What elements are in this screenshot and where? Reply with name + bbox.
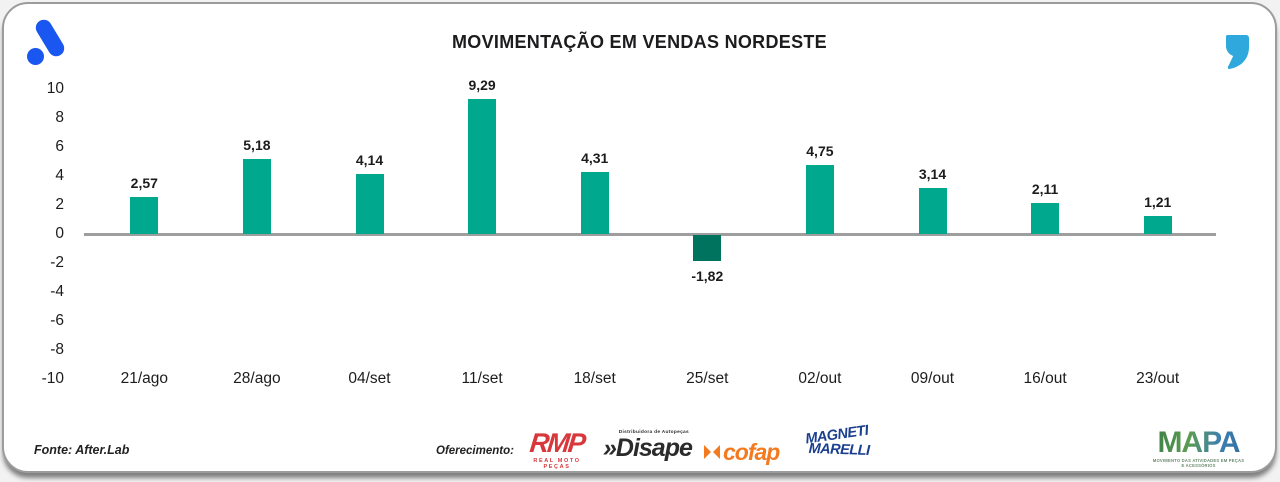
rmp-logo-subtitle: REAL MOTO PEÇAS [533, 458, 581, 470]
cofap-logo: cofap [704, 439, 780, 465]
disape-logo-text: »Disape [603, 434, 693, 462]
disape-logo: Distribuidora de Autopeças »Disape [603, 430, 693, 462]
y-tick-label: 8 [55, 109, 64, 126]
x-tick-label: 21/ago [120, 370, 168, 387]
bar-value-label: 9,29 [468, 77, 496, 94]
chart-title: MOVIMENTAÇÃO EM VENDAS NORDESTE [452, 32, 827, 52]
y-tick-label: 2 [55, 196, 64, 213]
bar [1031, 203, 1060, 234]
disape-logo-subtitle: Distribuidora de Autopeças [618, 430, 689, 435]
x-tick-label: 11/set [461, 370, 503, 387]
bar [693, 235, 722, 262]
cofap-logo-text: cofap [723, 439, 780, 465]
bar-value-label: 2,57 [130, 174, 158, 191]
bar-value-label: -1,82 [691, 268, 724, 285]
x-tick-label: 02/out [798, 370, 842, 387]
mapa-logo: MAPA MOVIMENTO DAS ATIVIDADES EM PEÇAS E… [1151, 428, 1246, 469]
bar-value-label: 2,11 [1031, 181, 1059, 198]
bar-value-label: 3,14 [918, 166, 947, 183]
y-tick-label: 0 [55, 225, 64, 242]
bar [918, 188, 947, 234]
bar [805, 165, 834, 234]
magneti-marelli-logo: MAGNETI MARELLI [801, 423, 874, 462]
mapa-logo-subtitle: MOVIMENTO DAS ATIVIDADES EM PEÇAS E ACES… [1152, 458, 1245, 468]
bar-value-label: 4,31 [581, 149, 609, 166]
x-tick-label: 25/set [686, 370, 729, 387]
y-tick-label: 4 [55, 167, 64, 184]
cofap-x-icon [704, 445, 720, 459]
bar-value-label: 5,18 [243, 136, 271, 153]
after-lab-logo-icon [22, 16, 70, 65]
x-tick-label: 16/out [1023, 370, 1067, 387]
bar [1143, 216, 1172, 234]
bar-value-label: 4,14 [355, 151, 384, 168]
sponsor-label: Oferecimento: [436, 445, 514, 457]
rmp-logo-text: RMP [528, 428, 586, 458]
x-tick-label: 04/set [348, 370, 391, 387]
bar [468, 99, 497, 234]
bar-value-label: 1,21 [1144, 194, 1172, 211]
y-tick-label: 10 [46, 80, 64, 97]
x-tick-label: 18/set [573, 370, 616, 387]
source-caption: Fonte: After.Lab [34, 443, 130, 457]
rmp-logo: RMP REAL MOTO PEÇAS [522, 428, 592, 470]
y-tick-label: -4 [50, 283, 64, 300]
magneti-marelli-line2: MARELLI [808, 440, 870, 459]
bar [242, 158, 271, 234]
y-tick-label: -2 [50, 254, 64, 271]
y-tick-label: -6 [50, 312, 64, 329]
bar [580, 171, 609, 234]
x-tick-label: 28/ago [233, 370, 281, 387]
x-tick-label: 23/out [1136, 370, 1180, 387]
zero-axis-line [84, 233, 1216, 236]
x-tick-label: 09/out [910, 370, 955, 387]
y-tick-label: -8 [50, 341, 64, 358]
bar [355, 173, 384, 234]
bar-value-label: 4,75 [806, 143, 834, 160]
bar-chart-plot-area: 10 8 6 4 2 0 -2 -4 -6 -8 -10 2,57 21/ago 5,18 28/ago 4,… [4, 4, 1280, 404]
after-lab-logo-dot [27, 48, 44, 65]
chart-card: MOVIMENTAÇÃO EM VENDAS NORDESTE 10 8 6 4 2 0 -… [2, 2, 1277, 473]
y-tick-label: -10 [41, 370, 64, 387]
y-tick-label: 6 [55, 138, 64, 155]
mapa-logo-text: MAPA [1151, 428, 1246, 458]
quote-icon [1226, 35, 1249, 69]
bar [130, 196, 159, 234]
